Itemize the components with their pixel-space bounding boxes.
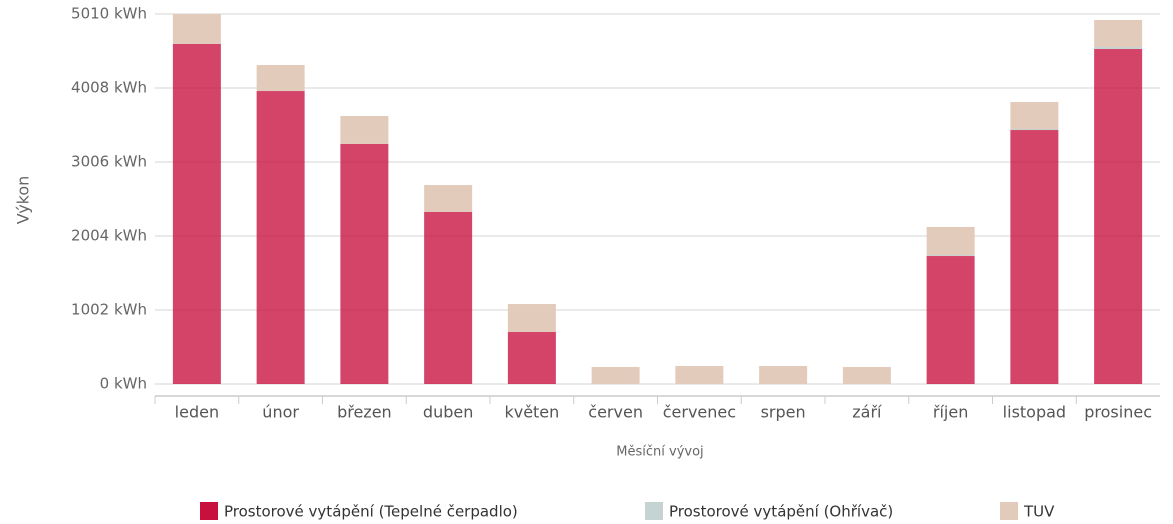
y-tick-label: 3006 kWh [71, 153, 147, 171]
legend-label: TUV [1023, 503, 1055, 521]
bar-segment [256, 65, 305, 92]
bar-segment [172, 14, 221, 44]
bar-segment [1010, 102, 1059, 129]
bar-segment [172, 43, 221, 384]
x-tick-label: červenec [663, 403, 736, 422]
x-tick-label: prosinec [1084, 403, 1152, 422]
legend-swatch [1000, 502, 1018, 520]
y-tick-label: 2004 kWh [71, 227, 147, 245]
bar-segment [759, 365, 808, 384]
y-tick-label: 0 kWh [100, 375, 147, 393]
y-axis-label: Výkon [14, 176, 33, 225]
bar-segment [340, 115, 389, 144]
bar-segment [842, 367, 891, 384]
x-tick-label: listopad [1003, 403, 1066, 422]
legend-label: Prostorové vytápění (Ohřívač) [669, 503, 893, 521]
bar-segment [424, 211, 473, 384]
bar-segment [1094, 19, 1143, 48]
bar-segment [507, 304, 556, 333]
x-tick-label: duben [423, 403, 473, 422]
x-tick-label: únor [262, 403, 299, 422]
y-tick-label: 1002 kWh [71, 301, 147, 319]
bar-segment [1094, 47, 1143, 50]
bar-segment [675, 365, 724, 384]
bar-segment [507, 332, 556, 384]
x-tick-label: září [852, 403, 882, 422]
bar-segment [256, 91, 305, 384]
x-tick-label: leden [175, 403, 219, 422]
bar-segment [591, 367, 640, 384]
bar-segment [1010, 130, 1059, 384]
x-axis-label: Měsíční vývoj [616, 445, 703, 460]
bar-segment [926, 254, 975, 257]
bar-segment [1094, 49, 1143, 385]
x-tick-label: říjen [933, 403, 968, 422]
x-tick-label: květen [504, 403, 559, 422]
x-tick-label: červen [588, 403, 643, 422]
bar-segment [424, 185, 473, 212]
bar-segment [1010, 128, 1059, 131]
bar-segment [926, 226, 975, 255]
x-tick-label: březen [337, 403, 392, 422]
y-tick-label: 4008 kWh [71, 79, 147, 97]
y-tick-label: 5010 kWh [71, 5, 147, 23]
legend-swatch [645, 502, 663, 520]
bar-segment [340, 143, 389, 384]
bar-segment [926, 256, 975, 384]
x-tick-label: srpen [761, 403, 806, 422]
legend-swatch [200, 502, 218, 520]
legend-label: Prostorové vytápění (Tepelné čerpadlo) [224, 503, 518, 521]
